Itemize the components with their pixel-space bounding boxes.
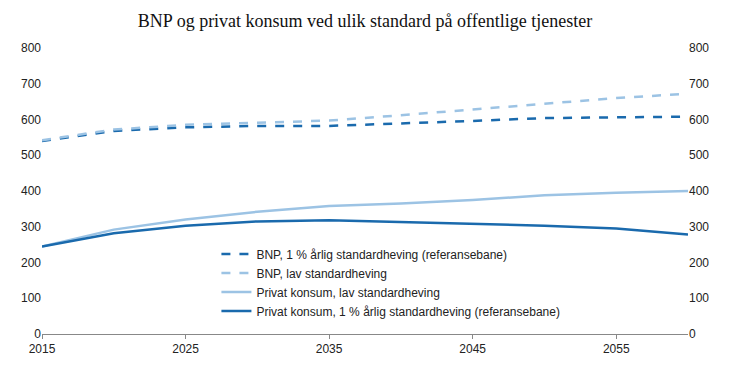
svg-text:2025: 2025 bbox=[172, 342, 199, 356]
svg-text:2015: 2015 bbox=[29, 342, 56, 356]
svg-text:700: 700 bbox=[21, 77, 41, 91]
svg-text:2045: 2045 bbox=[459, 342, 486, 356]
svg-text:800: 800 bbox=[21, 41, 41, 55]
svg-text:2035: 2035 bbox=[316, 342, 343, 356]
svg-text:300: 300 bbox=[689, 220, 709, 234]
svg-text:300: 300 bbox=[21, 220, 41, 234]
svg-text:BNP, lav standardheving: BNP, lav standardheving bbox=[256, 267, 387, 281]
svg-text:0: 0 bbox=[34, 327, 41, 341]
svg-text:100: 100 bbox=[21, 291, 41, 305]
svg-text:0: 0 bbox=[689, 327, 696, 341]
svg-text:500: 500 bbox=[689, 148, 709, 162]
svg-text:Privat konsum, lav standardhev: Privat konsum, lav standardheving bbox=[256, 286, 439, 300]
svg-text:2055: 2055 bbox=[603, 342, 630, 356]
svg-text:200: 200 bbox=[689, 256, 709, 270]
svg-text:BNP, 1 % årlig standardheving: BNP, 1 % årlig standardheving (referanse… bbox=[256, 248, 507, 262]
svg-text:Privat konsum, 1 % årlig stand: Privat konsum, 1 % årlig standardheving … bbox=[256, 305, 560, 319]
svg-text:BNP og privat konsum ved ulik: BNP og privat konsum ved ulik standard p… bbox=[138, 11, 592, 31]
svg-text:600: 600 bbox=[689, 113, 709, 127]
svg-text:200: 200 bbox=[21, 256, 41, 270]
svg-text:700: 700 bbox=[689, 77, 709, 91]
svg-text:100: 100 bbox=[689, 291, 709, 305]
svg-text:400: 400 bbox=[21, 184, 41, 198]
svg-text:600: 600 bbox=[21, 113, 41, 127]
svg-text:500: 500 bbox=[21, 148, 41, 162]
svg-text:800: 800 bbox=[689, 41, 709, 55]
svg-text:400: 400 bbox=[689, 184, 709, 198]
